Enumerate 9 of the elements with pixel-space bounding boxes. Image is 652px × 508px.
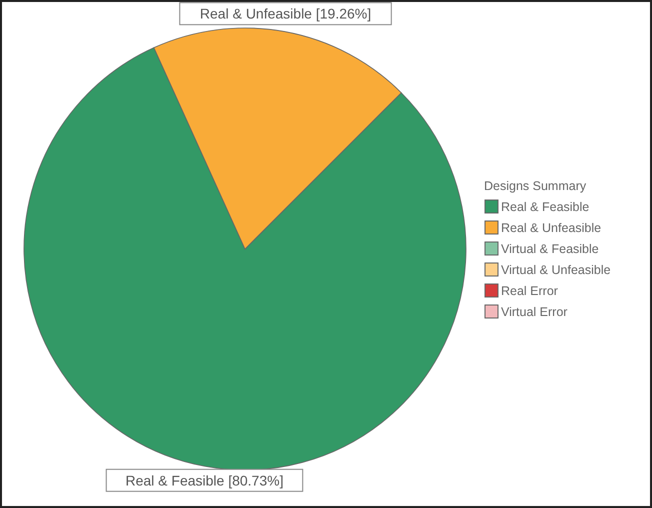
legend-label: Real Error (501, 284, 558, 298)
legend-label: Real & Feasible (501, 200, 590, 214)
legend-label: Real & Unfeasible (501, 221, 602, 235)
data-label: Real & Unfeasible [19.26%] (200, 6, 372, 22)
legend-label: Virtual Error (501, 305, 568, 319)
legend-title: Designs Summary (484, 179, 587, 193)
data-label: Real & Feasible [80.73%] (125, 472, 284, 488)
legend-label: Virtual & Feasible (501, 242, 599, 256)
legend-label: Virtual & Unfeasible (501, 263, 611, 277)
